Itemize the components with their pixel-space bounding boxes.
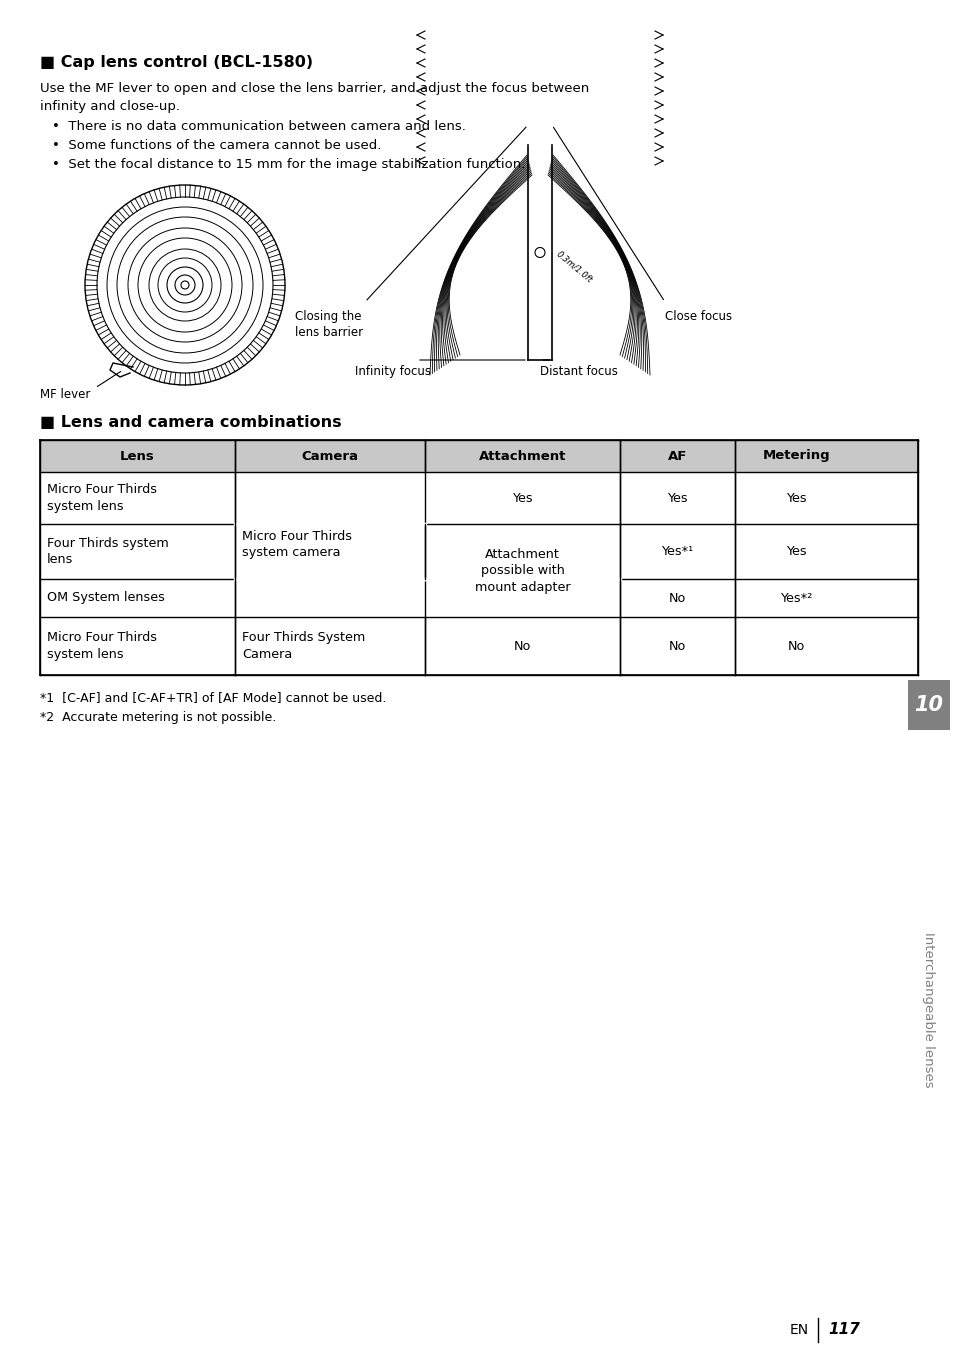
Text: Metering: Metering: [761, 449, 829, 463]
Text: ■ Lens and camera combinations: ■ Lens and camera combinations: [40, 415, 341, 430]
Text: OM System lenses: OM System lenses: [47, 592, 165, 604]
Text: No: No: [668, 592, 685, 604]
Text: 117: 117: [827, 1323, 859, 1338]
Text: Four Thirds system
lens: Four Thirds system lens: [47, 537, 169, 566]
Text: Interchangeable lenses: Interchangeable lenses: [922, 932, 935, 1088]
Text: •  Some functions of the camera cannot be used.: • Some functions of the camera cannot be…: [52, 138, 381, 152]
Text: Attachment: Attachment: [478, 449, 565, 463]
Text: AF: AF: [667, 449, 686, 463]
Text: Infinity focus: Infinity focus: [355, 365, 431, 379]
Text: 10: 10: [914, 695, 943, 715]
Text: No: No: [787, 639, 804, 653]
Text: ■ Cap lens control (BCL-1580): ■ Cap lens control (BCL-1580): [40, 56, 313, 71]
Text: •  There is no data communication between camera and lens.: • There is no data communication between…: [52, 119, 465, 133]
Text: Yes*¹: Yes*¹: [660, 546, 693, 558]
Text: Lens: Lens: [120, 449, 154, 463]
Text: No: No: [668, 639, 685, 653]
Text: 0.3m/1.0ft: 0.3m/1.0ft: [555, 250, 594, 285]
Bar: [907, 680, 949, 730]
Text: Yes: Yes: [666, 491, 687, 505]
Text: Micro Four Thirds
system lens: Micro Four Thirds system lens: [47, 483, 157, 513]
Text: *1  [C-AF] and [C-AF+TR] of [AF Mode] cannot be used.: *1 [C-AF] and [C-AF+TR] of [AF Mode] can…: [40, 691, 386, 704]
Text: No: No: [514, 639, 531, 653]
Text: Micro Four Thirds
system lens: Micro Four Thirds system lens: [47, 631, 157, 661]
Text: Attachment
possible with
mount adapter: Attachment possible with mount adapter: [475, 547, 570, 593]
Text: Camera: Camera: [301, 449, 358, 463]
Text: Distant focus: Distant focus: [539, 365, 618, 379]
Text: •  Set the focal distance to 15 mm for the image stabilization function.: • Set the focal distance to 15 mm for th…: [52, 157, 525, 171]
Text: Close focus: Close focus: [664, 309, 731, 323]
Text: infinity and close-up.: infinity and close-up.: [40, 100, 180, 113]
Text: Four Thirds System
Camera: Four Thirds System Camera: [242, 631, 365, 661]
Text: Yes: Yes: [512, 491, 533, 505]
Text: MF lever: MF lever: [40, 388, 91, 402]
Text: Yes*²: Yes*²: [780, 592, 812, 604]
Text: Closing the
lens barrier: Closing the lens barrier: [294, 309, 363, 339]
Bar: [40, 440, 917, 472]
Text: *2  Accurate metering is not possible.: *2 Accurate metering is not possible.: [40, 711, 276, 725]
Text: Yes: Yes: [785, 546, 806, 558]
Text: Micro Four Thirds
system camera: Micro Four Thirds system camera: [242, 529, 352, 559]
Text: Use the MF lever to open and close the lens barrier, and adjust the focus betwee: Use the MF lever to open and close the l…: [40, 81, 589, 95]
Text: Yes: Yes: [785, 491, 806, 505]
Text: EN: EN: [789, 1323, 808, 1337]
